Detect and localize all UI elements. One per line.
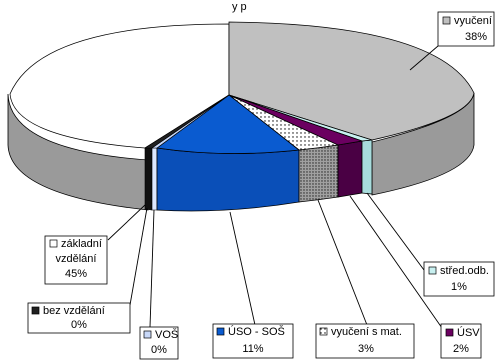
legend-swatch-stred	[428, 266, 437, 275]
pie-side-vos	[151, 147, 158, 211]
label-uso-name: ÚSO - SOŠ	[228, 325, 285, 338]
leader-usv	[349, 195, 443, 329]
label-stred: střed.odb. 1%	[423, 261, 495, 297]
pie-slice-bez	[143, 94, 230, 149]
label-bez-value: 0%	[71, 319, 87, 331]
label-vyuceni-mat: vyučení s mat. 3%	[315, 323, 415, 359]
legend-swatch-uso	[216, 327, 225, 336]
label-stred-name: střed.odb.	[440, 265, 489, 277]
label-zakladni-value: 45%	[65, 268, 87, 280]
label-bez: bez vzdělání 0%	[27, 302, 131, 334]
pie-slice-uso	[155, 94, 301, 154]
leader-vos	[149, 209, 155, 328]
label-zakladni-name-2: vzdělání	[56, 253, 97, 265]
pie-slice-zakladni	[9, 23, 230, 149]
label-vos-value: 0%	[151, 344, 167, 356]
pie-side-vyuceni	[371, 92, 475, 196]
pie-side-zakladni	[7, 93, 149, 211]
legend-swatch-vyuceni-mat	[319, 327, 328, 336]
pie-side-stred	[361, 139, 373, 195]
label-vyuceni-mat-name: vyučení s mat.	[331, 326, 402, 338]
legend-swatch-vyuceni	[442, 16, 451, 25]
chart-title-fragment: y p	[232, 1, 247, 13]
label-vos: VOŠ 0%	[139, 326, 179, 360]
label-uso: ÚSO - SOŠ 11%	[212, 323, 294, 359]
leader-bez	[129, 207, 148, 306]
label-bez-name: bez vzdělání	[43, 305, 105, 317]
label-vyuceni: vyučení 38%	[437, 11, 495, 47]
leader-vyuceni	[409, 45, 439, 71]
legend-swatch-usv	[445, 328, 454, 337]
legend-swatch-zakladni	[49, 239, 58, 248]
pie-side-usv	[337, 140, 363, 198]
leader-vyuceni-mat	[317, 199, 368, 326]
label-usv-name: ÚSV	[457, 326, 480, 339]
label-usv: ÚSV 2%	[440, 323, 482, 359]
pie-slice-vyuceni	[228, 21, 475, 141]
label-usv-value: 2%	[453, 343, 469, 355]
leader-stred	[366, 192, 425, 271]
pie-side-uso	[156, 147, 300, 212]
label-vyuceni-value: 38%	[465, 31, 487, 43]
label-vyuceni-mat-value: 3%	[358, 343, 374, 355]
label-zakladni: základní vzdělání 45%	[44, 235, 108, 285]
pie-side-vyuceni-mat	[298, 144, 339, 203]
label-uso-value: 11%	[242, 343, 263, 355]
label-vyuceni-name: vyučení	[454, 15, 492, 27]
legend-swatch-vos	[143, 330, 152, 339]
pie-side-bez	[144, 147, 153, 211]
label-vos-name: VOŠ	[155, 328, 178, 341]
leader-zakladni	[107, 204, 146, 241]
leader-uso	[229, 211, 256, 326]
label-zakladni-name-1: základní	[61, 238, 102, 250]
legend-swatch-bez	[31, 306, 40, 315]
label-stred-value: 1%	[451, 281, 467, 293]
